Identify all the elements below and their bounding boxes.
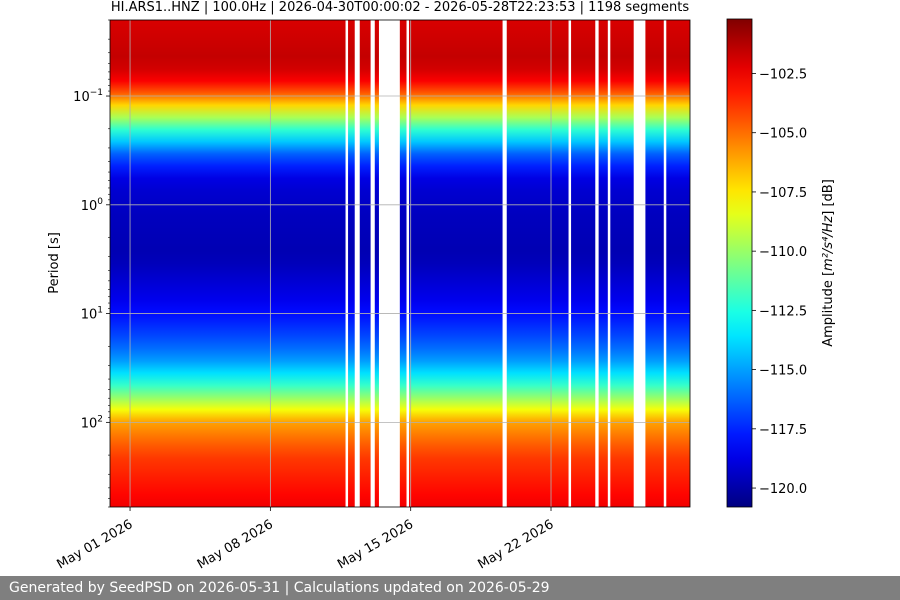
y-tick-label: 101 — [81, 306, 103, 323]
data-gap — [502, 20, 507, 507]
plot-frame — [109, 19, 691, 508]
colorbar-label: Amplitude [m²/s⁴/Hz] [dB] — [821, 179, 836, 347]
colorbar: −102.5 −105.0 −107.5 −110.0 −112.5 −115.0 −117… — [726, 18, 807, 508]
x-tick-label: May 01 2026 — [55, 517, 136, 572]
x-tick-label: May 22 2026 — [475, 517, 556, 572]
data-gap — [354, 20, 360, 507]
data-gap — [345, 20, 349, 507]
colorbar-tick-label: −102.5 — [759, 67, 807, 82]
spectrogram-chart: HI.ARS1..HNZ | 100.0Hz | 2026-04-30T00:0… — [47, 0, 836, 572]
colorbar-label-main: Amplitude [ — [821, 271, 836, 347]
colorbar-tick-label: −107.5 — [759, 186, 807, 201]
colorbar-tick-label: −105.0 — [759, 127, 807, 142]
colorbar-label-end: ] [dB] — [821, 179, 836, 216]
colorbar-tick-label: −115.0 — [759, 364, 807, 379]
y-tick-label: 100 — [81, 197, 104, 214]
data-gap — [607, 20, 611, 507]
colorbar-tick-label: −120.0 — [759, 482, 807, 497]
spectrogram-image — [110, 20, 690, 507]
colorbar-tick-label: −117.5 — [759, 423, 807, 438]
data-gap — [633, 20, 646, 507]
y-tick-label: 10−1 — [73, 88, 103, 105]
colorbar-label-math: m²/s⁴/Hz — [821, 215, 836, 271]
y-axis-label: Period [s] — [47, 232, 62, 294]
y-axis: 10−1 100 101 102 — [73, 19, 110, 508]
data-gap — [378, 20, 400, 507]
colorbar-scale — [726, 18, 753, 508]
x-tick-label: May 15 2026 — [335, 517, 416, 572]
x-tick-label: May 08 2026 — [195, 517, 276, 572]
data-gap — [663, 20, 667, 507]
plot-area — [109, 19, 691, 508]
y-tick-label: 102 — [81, 414, 103, 431]
data-gap — [406, 20, 410, 507]
chart-title: HI.ARS1..HNZ | 100.0Hz | 2026-04-30T00:0… — [111, 0, 690, 15]
footer-text: Generated by SeedPSD on 2026-05-31 | Cal… — [9, 580, 550, 596]
footer-bar: Generated by SeedPSD on 2026-05-31 | Cal… — [0, 576, 900, 600]
data-gap — [595, 20, 599, 507]
x-axis: May 01 2026 May 08 2026 May 15 2026 May 22 … — [55, 507, 556, 572]
data-gap — [370, 20, 375, 507]
colorbar-tick-label: −112.5 — [759, 304, 807, 319]
colorbar-tick-label: −110.0 — [759, 245, 807, 260]
data-gap — [568, 20, 572, 507]
